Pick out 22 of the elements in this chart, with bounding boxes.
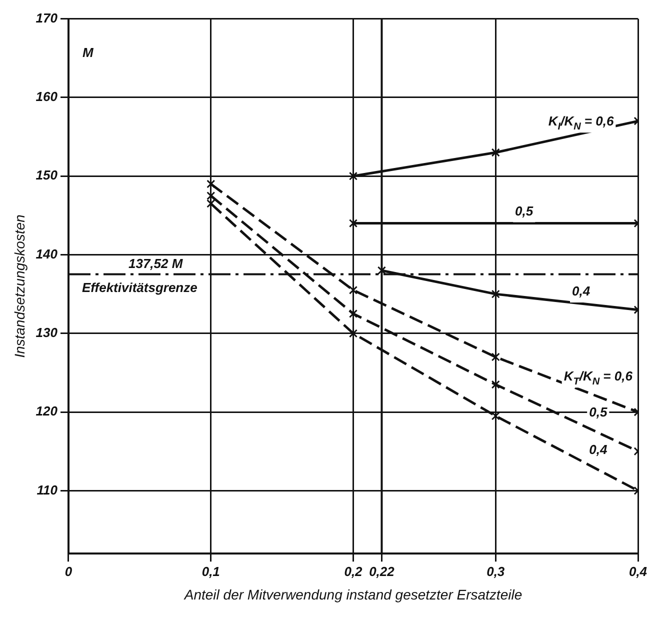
ref-line-label: 137,52 M <box>128 256 184 272</box>
x-tick-label: 0 <box>64 564 73 579</box>
series-label: 0,4 <box>572 284 591 298</box>
x-tick-label: 0,4 <box>628 564 648 579</box>
y-tick-label: 110 <box>36 482 58 498</box>
y-tick-label: 120 <box>36 404 58 419</box>
annotation: M <box>82 44 94 60</box>
series-label: 0,5 <box>515 203 534 218</box>
x-tick-label: 0,2 <box>344 564 364 579</box>
y-tick-label: 150 <box>36 168 58 183</box>
y-tick-label: 130 <box>36 324 58 340</box>
y-tick-label: 160 <box>36 89 58 104</box>
y-axis-title: Instandsetzungskosten <box>11 214 28 358</box>
series-label: 0,4 <box>589 442 608 457</box>
x-tick-label: 0,1 <box>202 564 220 579</box>
x-axis-title: Anteil der Mitverwendung instand gesetzter Ersatzteile <box>183 586 522 602</box>
y-tick-label: 140 <box>36 246 58 262</box>
annotation: Effektivitätsgrenze <box>82 280 198 296</box>
x-tick-label: 0,22 <box>369 564 396 579</box>
series-label: 0,5 <box>589 404 608 420</box>
y-tick-label: 170 <box>36 10 58 26</box>
x-tick-label: 0,3 <box>486 564 506 579</box>
